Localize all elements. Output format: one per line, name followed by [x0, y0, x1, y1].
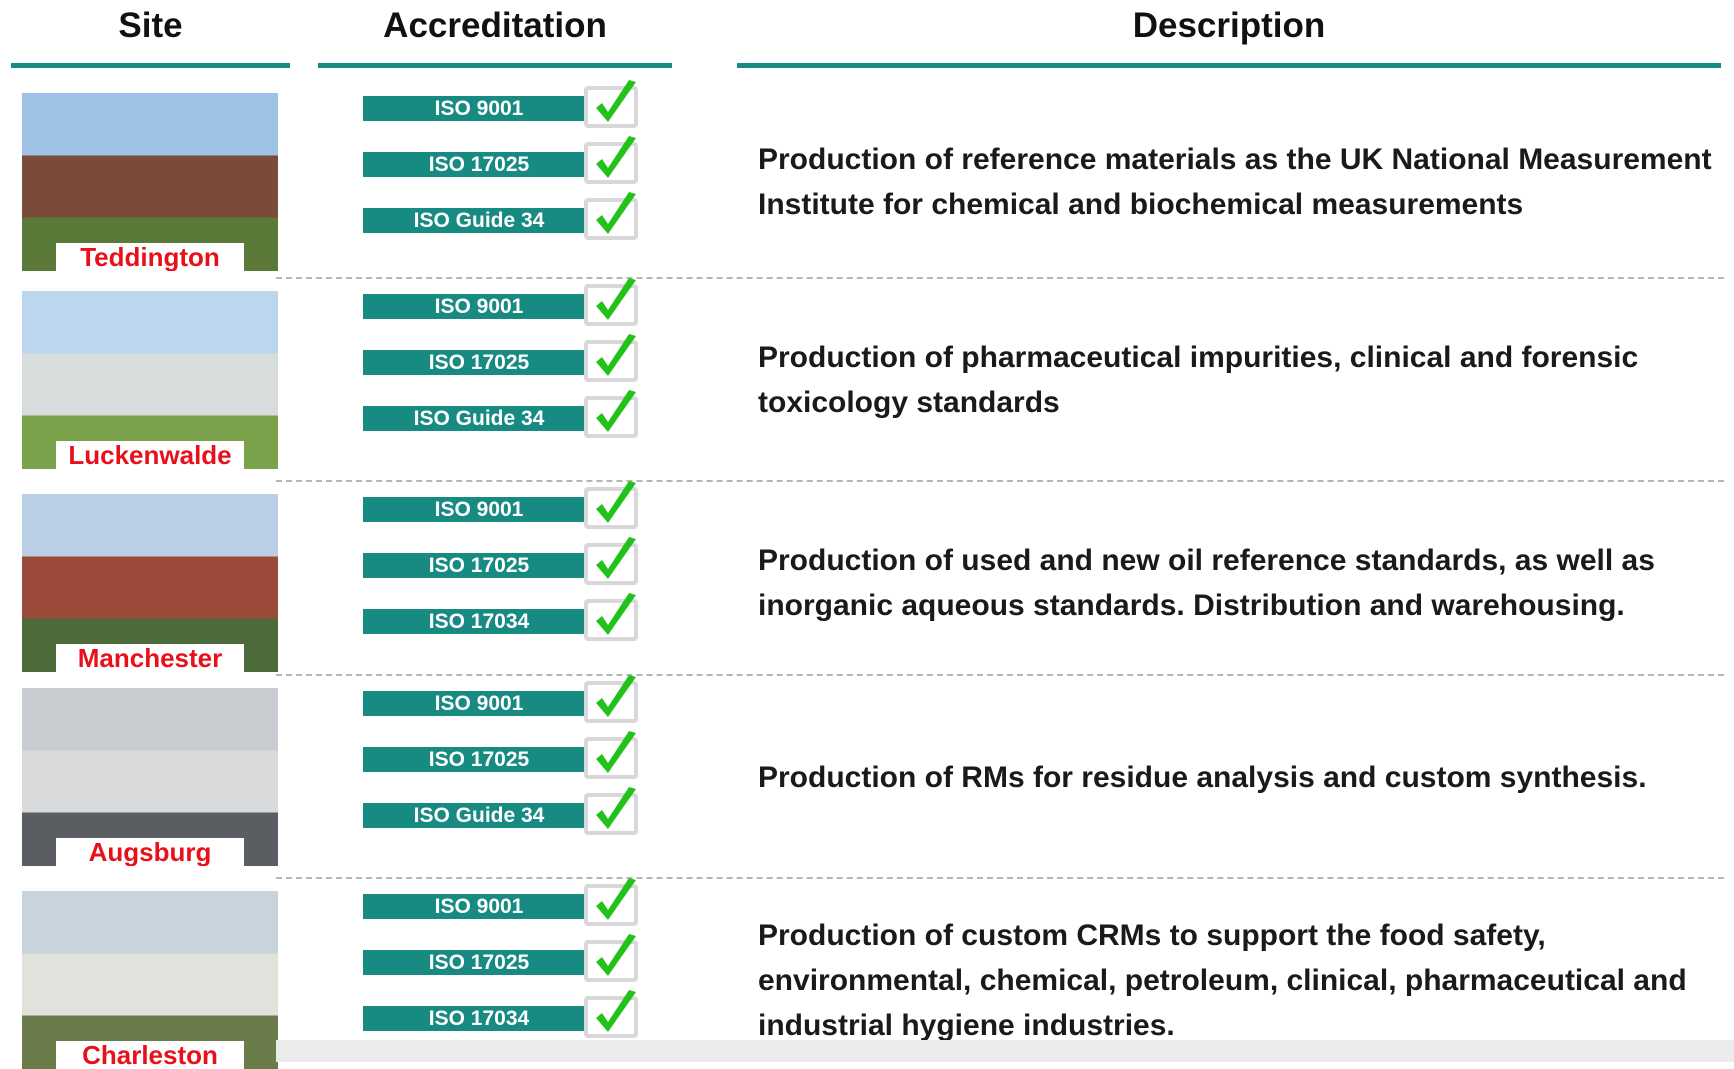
- column-header: Description: [1132, 6, 1326, 45]
- check-mark: [584, 787, 638, 835]
- site-photo: Augsburg: [22, 688, 278, 866]
- site-name: Augsburg: [56, 838, 244, 866]
- accreditation-badge: ISO 17025: [363, 350, 595, 375]
- accreditation-badge: ISO 9001: [363, 497, 595, 522]
- check-mark: [584, 481, 638, 529]
- site-name: Luckenwalde: [56, 441, 244, 469]
- site-description: Production of reference materials as the…: [758, 143, 1712, 221]
- check-icon: [582, 729, 642, 781]
- accreditation-badge: ISO Guide 34: [363, 208, 595, 233]
- check-mark: [584, 390, 638, 438]
- check-icon: [582, 932, 642, 984]
- check-mark: [584, 878, 638, 926]
- site-photo: Luckenwalde: [22, 291, 278, 469]
- accreditation-badge: ISO 17025: [363, 747, 595, 772]
- header-underline: [11, 63, 290, 68]
- accreditation-badge: ISO 17034: [363, 1006, 595, 1031]
- check-icon: [582, 332, 642, 384]
- check-icon: [582, 78, 642, 130]
- check-icon: [582, 785, 642, 837]
- check-icon: [582, 876, 642, 928]
- accreditation-badge: ISO Guide 34: [363, 406, 595, 431]
- accreditation-badge: ISO 9001: [363, 294, 595, 319]
- row-separator: [276, 674, 1724, 676]
- site-description: Production of RMs for residue analysis a…: [758, 760, 1647, 794]
- check-icon: [582, 988, 642, 1040]
- site-photo: Manchester: [22, 494, 278, 672]
- check-icon: [582, 388, 642, 440]
- check-mark: [584, 934, 638, 982]
- accreditation-badge: ISO Guide 34: [363, 803, 595, 828]
- header-underline: [318, 63, 672, 68]
- site-photo: Teddington: [22, 93, 278, 271]
- site-name: Manchester: [56, 644, 244, 672]
- row-separator: [276, 480, 1724, 482]
- check-mark: [584, 136, 638, 184]
- column-header: Accreditation: [383, 6, 607, 45]
- accreditation-badge: ISO 9001: [363, 691, 595, 716]
- site-description: Production of used and new oil reference…: [758, 544, 1655, 622]
- accreditation-badge: ISO 9001: [363, 96, 595, 121]
- check-icon: [582, 134, 642, 186]
- site-description: Production of custom CRMs to support the…: [758, 918, 1687, 1042]
- row-separator: [276, 277, 1724, 279]
- accreditation-badge: ISO 9001: [363, 894, 595, 919]
- check-icon: [582, 479, 642, 531]
- check-mark: [584, 334, 638, 382]
- row-separator: [276, 877, 1724, 879]
- check-icon: [582, 535, 642, 587]
- header-underline: [737, 63, 1721, 68]
- check-mark: [584, 278, 638, 326]
- footer-band: [276, 1040, 1734, 1062]
- accreditation-badge: ISO 17034: [363, 609, 595, 634]
- check-mark: [584, 80, 638, 128]
- check-icon: [582, 190, 642, 242]
- site-description: Production of pharmaceutical impurities,…: [758, 341, 1639, 419]
- check-mark: [584, 731, 638, 779]
- check-mark: [584, 990, 638, 1038]
- check-mark: [584, 192, 638, 240]
- accreditation-badge: ISO 17025: [363, 950, 595, 975]
- column-header: Site: [118, 6, 183, 45]
- accreditation-badge: ISO 17025: [363, 553, 595, 578]
- check-mark: [584, 537, 638, 585]
- check-mark: [584, 675, 638, 723]
- site-name: Charleston: [56, 1041, 244, 1069]
- check-icon: [582, 673, 642, 725]
- site-photo: Charleston: [22, 891, 278, 1069]
- check-icon: [582, 276, 642, 328]
- check-mark: [584, 593, 638, 641]
- site-name: Teddington: [56, 243, 244, 271]
- accreditation-badge: ISO 17025: [363, 152, 595, 177]
- check-icon: [582, 591, 642, 643]
